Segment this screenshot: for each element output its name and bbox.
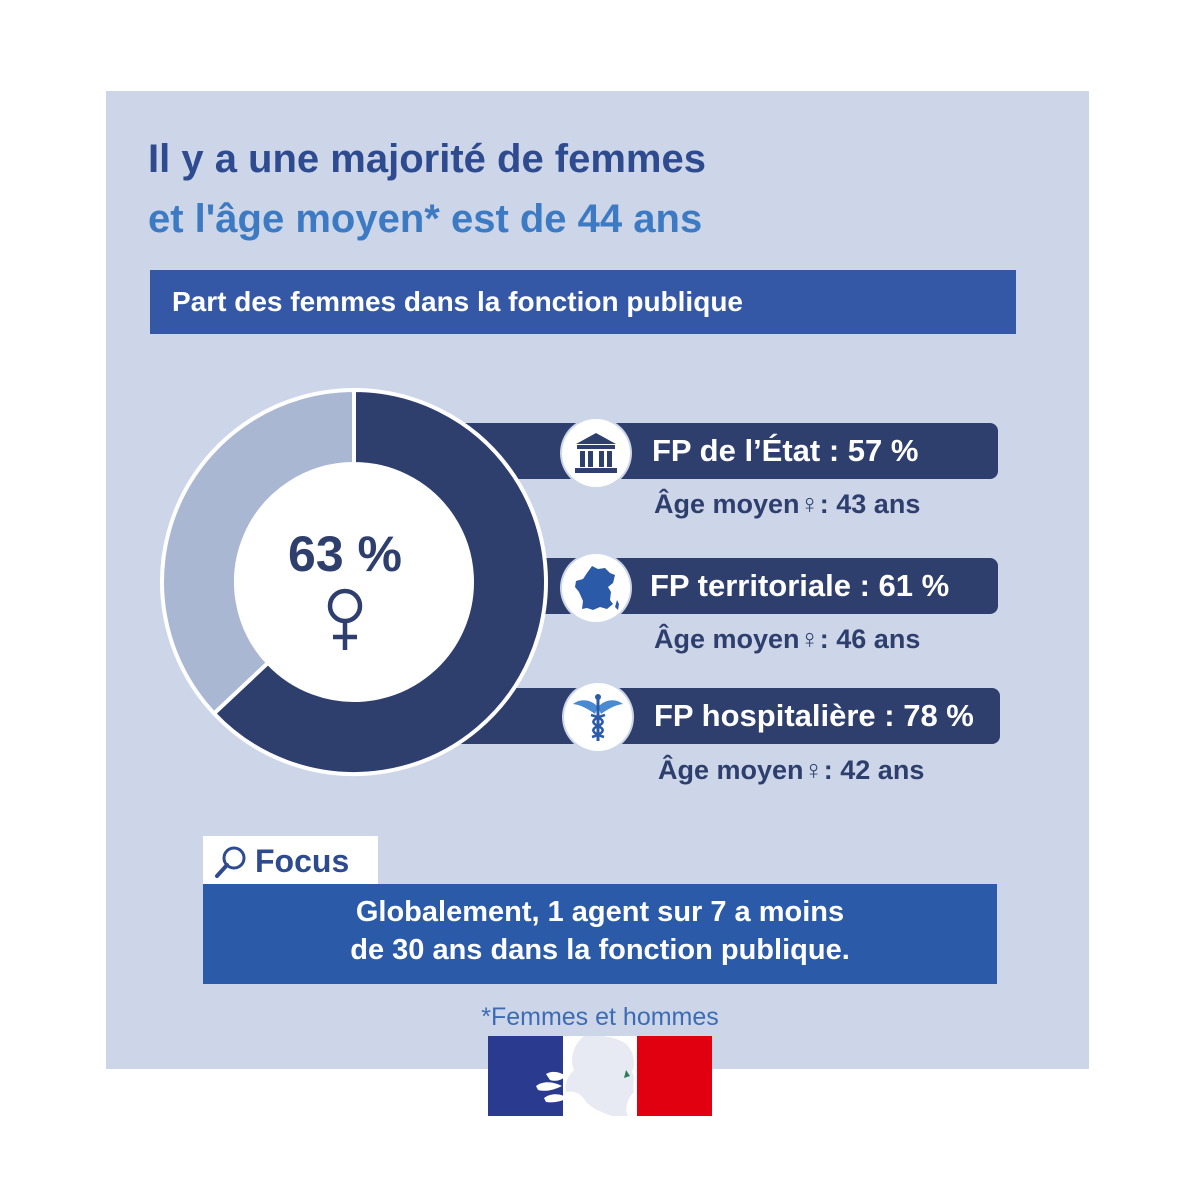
category-label-territoriale: FP territoriale : 61 % xyxy=(650,568,950,603)
france-map-icon xyxy=(575,566,619,610)
category-age-territoriale: Âge moyen♀: 46 ans xyxy=(654,624,921,654)
donut-center-circle xyxy=(236,464,472,700)
subtitle-bar: Part des femmes dans la fonction publiqu… xyxy=(150,270,1016,334)
magnifier-icon xyxy=(215,846,246,878)
focus-text-line-2: de 30 ans dans la fonction publique. xyxy=(350,934,850,966)
icon-circle-territoriale xyxy=(562,554,630,622)
title-line-1: Il y a une majorité de femmes xyxy=(148,137,706,181)
focus-label: Focus xyxy=(255,843,350,879)
category-label-hospitaliere: FP hospitalière : 78 % xyxy=(654,698,974,733)
icon-circle-hospitaliere xyxy=(564,683,632,751)
category-pill-etat: FP de l’État : 57 % xyxy=(560,423,998,479)
category-age-etat: Âge moyen♀: 43 ans xyxy=(654,489,921,519)
focus-text-line-1: Globalement, 1 agent sur 7 a moins xyxy=(355,896,845,928)
focus-tab: Focus xyxy=(203,836,378,884)
icon-circle-etat xyxy=(562,419,630,487)
venus-icon xyxy=(327,588,363,650)
bank-building-icon xyxy=(575,433,617,473)
category-pill-territoriale: FP territoriale : 61 % xyxy=(560,558,998,614)
caduceus-icon xyxy=(573,694,623,741)
title-line-2: et l'âge moyen* est de 44 ans xyxy=(148,197,703,241)
center-percentage: 63 % xyxy=(288,526,402,582)
category-age-hospitaliere: Âge moyen♀: 42 ans xyxy=(658,755,925,785)
marianne-flag-logo xyxy=(488,1036,712,1116)
focus-box: Globalement, 1 agent sur 7 a moins de 30… xyxy=(203,884,997,984)
category-pill-hospitaliere: FP hospitalière : 78 % xyxy=(560,688,1000,744)
category-label-etat: FP de l’État : 57 % xyxy=(652,433,919,468)
footnote: *Femmes et hommes xyxy=(481,1003,719,1031)
